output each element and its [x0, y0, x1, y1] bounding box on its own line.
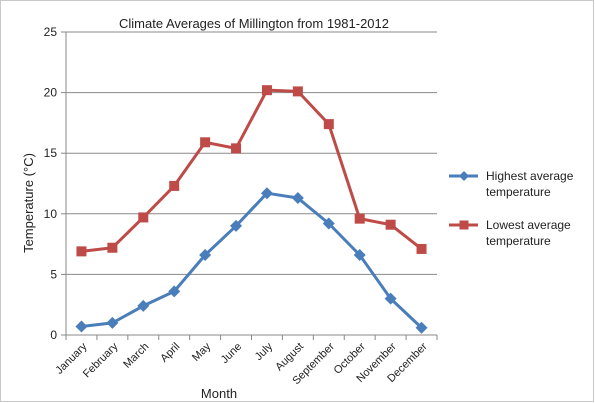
data-point — [415, 321, 428, 334]
x-tick-label: April — [158, 341, 182, 365]
data-point — [323, 119, 334, 130]
data-point — [169, 180, 180, 191]
legend-label: Highest average temperature — [486, 169, 574, 199]
data-point — [260, 187, 273, 200]
data-point — [353, 249, 366, 262]
data-point — [106, 316, 119, 329]
legend-item: Lowest average temperature — [449, 218, 571, 248]
data-point — [291, 192, 304, 205]
data-point — [75, 320, 88, 333]
x-tick-label: March — [121, 341, 151, 371]
y-tick-label: 15 — [44, 146, 58, 160]
data-point — [137, 299, 150, 312]
legend-swatch-marker — [459, 171, 469, 181]
legend-label: Lowest average temperature — [486, 218, 571, 248]
series-line — [79, 191, 424, 330]
x-axis-label: Month — [201, 386, 237, 401]
data-point — [261, 85, 272, 96]
y-axis-ticks: 0 5 10 15 20 25 — [44, 25, 66, 342]
x-tick-label: June — [219, 341, 244, 366]
data-point — [385, 219, 396, 230]
series-line — [79, 88, 424, 253]
data-point — [322, 217, 335, 230]
chart-title: Climate Averages of Millington from 1981… — [119, 16, 389, 31]
data-point — [168, 285, 181, 298]
data-point — [384, 292, 397, 305]
y-tick-label: 20 — [44, 86, 58, 100]
y-tick-label: 0 — [50, 328, 57, 342]
data-point — [292, 86, 303, 97]
legend-item: Highest average temperature — [449, 169, 574, 199]
y-tick-label: 10 — [44, 207, 58, 221]
y-axis-label: Temperature (°C) — [21, 153, 36, 253]
y-tick-label: 25 — [44, 25, 58, 39]
data-point — [107, 242, 118, 253]
legend-swatch-marker — [459, 220, 469, 230]
data-point — [199, 249, 212, 262]
x-tick-label: July — [253, 340, 276, 363]
x-tick-label: February — [81, 340, 121, 380]
data-point — [354, 213, 365, 224]
data-point — [230, 219, 243, 232]
data-series — [75, 85, 428, 334]
y-tick-label: 5 — [50, 267, 57, 281]
data-point — [76, 246, 87, 257]
data-point — [416, 243, 427, 254]
data-point — [138, 212, 149, 223]
data-point — [200, 137, 211, 148]
legend: Highest average temperature Lowest average… — [449, 169, 574, 248]
x-tick-label: May — [190, 340, 214, 364]
data-point — [231, 143, 242, 154]
